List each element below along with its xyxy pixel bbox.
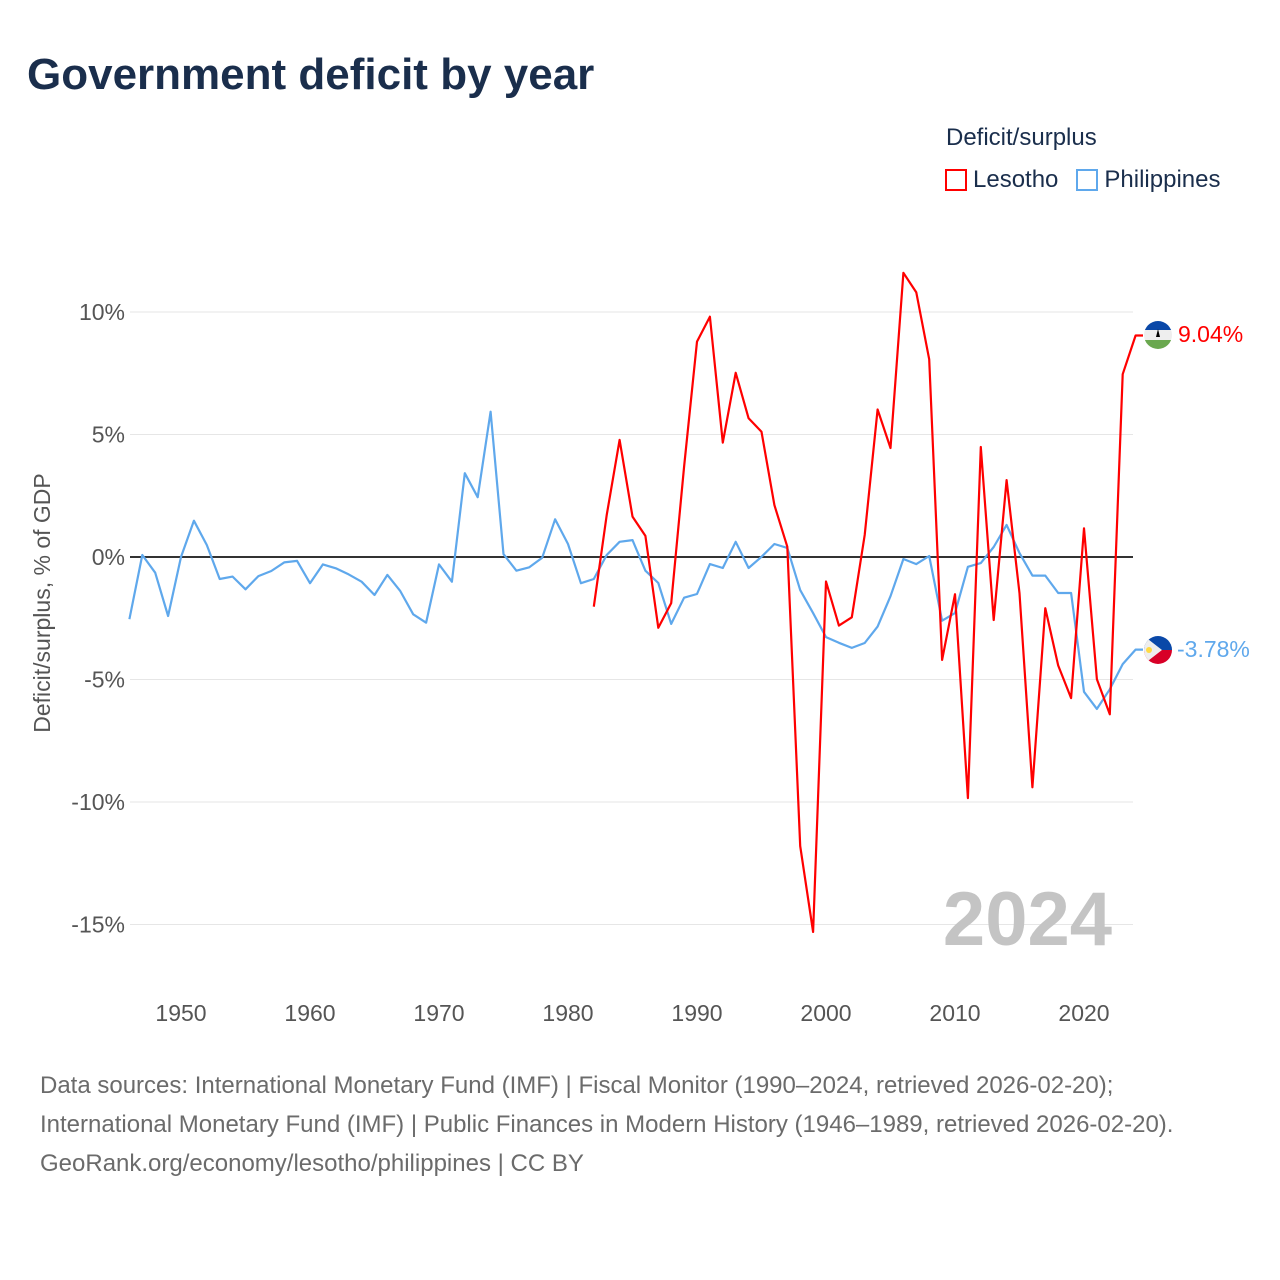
philippines-flag-icon [1144,636,1172,664]
y-tick-label: -10% [71,789,125,815]
legend-item-lesotho[interactable]: Lesotho [945,166,1058,194]
chart: 10% 5% 0% -5% -10% -15% 1950 1960 1970 1980 1990 20… [29,271,1250,1026]
x-tick-label: 1970 [413,1000,464,1026]
series-line-lesotho [592,271,1143,934]
y-tick-label: -5% [84,667,125,693]
lesotho-end-label: 9.04% [1178,321,1243,347]
legend-swatch-philippines [1076,169,1099,191]
x-tick-label: 2000 [800,1000,851,1026]
series-line-philippines [128,410,1143,711]
x-tick-label: 1980 [542,1000,593,1026]
y-tick-label: 0% [92,544,125,570]
y-tick-label: -15% [71,912,125,938]
y-axis-label: Deficit/surplus, % of GDP [29,473,55,732]
x-tick-label: 1960 [284,1000,335,1026]
footer: Data sources: International Monetary Fun… [40,1066,1240,1183]
y-tick-label: 5% [92,422,125,448]
y-tick-label: 10% [79,299,125,325]
legend-swatch-lesotho [945,169,967,191]
legend-label-philippines: Philippines [1104,166,1221,193]
legend-label-lesotho: Lesotho [973,166,1059,193]
x-tick-label: 2010 [929,1000,980,1026]
x-tick-label: 2020 [1058,1000,1109,1026]
philippines-end-label: -3.78% [1177,636,1250,662]
legend-item-philippines[interactable]: Philippines [1076,166,1220,194]
legend-title: Deficit/surplus [946,124,1097,151]
page-title: Government deficit by year [27,50,595,99]
x-tick-label: 1990 [671,1000,722,1026]
legend: Lesotho Philippines [945,166,1220,194]
credit-link[interactable]: GeoRank.org/economy/lesotho/philippines … [40,1150,584,1177]
data-sources: Data sources: International Monetary Fun… [40,1072,1174,1138]
x-tick-label: 1950 [155,1000,206,1026]
lesotho-flag-icon [1144,321,1172,349]
year-watermark: 2024 [943,877,1112,962]
